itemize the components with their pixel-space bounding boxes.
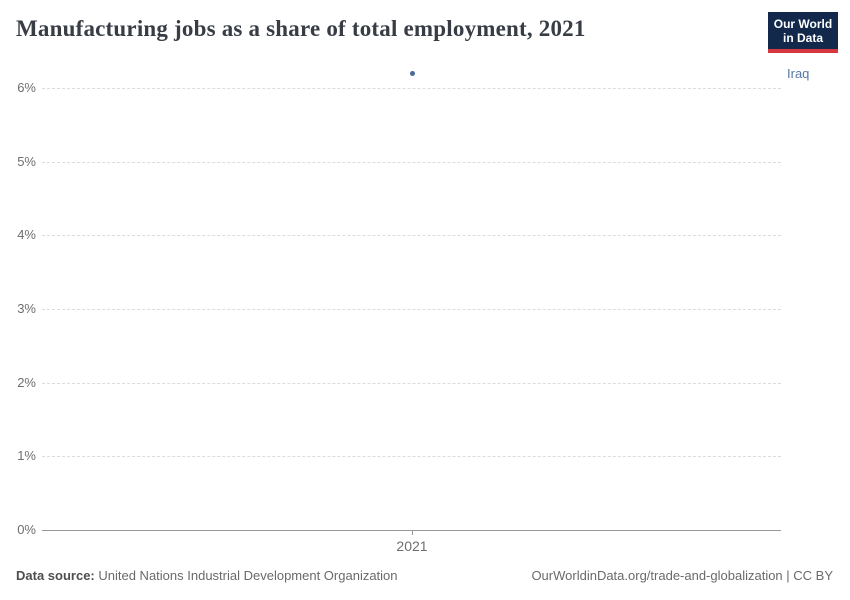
y-tick-label-3: 3%	[17, 300, 36, 316]
entity-label-iraq[interactable]: Iraq	[787, 66, 810, 82]
data-source-note: Data source: United Nations Industrial D…	[16, 568, 398, 583]
data-point-iraq[interactable]	[410, 71, 415, 77]
gridline-5	[42, 161, 781, 163]
gridline-1	[42, 456, 781, 458]
chart-title: Manufacturing jobs as a share of total e…	[16, 16, 586, 41]
data-source-label: Data source:	[16, 568, 95, 583]
data-source-value: United Nations Industrial Development Or…	[94, 568, 398, 583]
y-tick-label-6: 6%	[17, 79, 36, 95]
y-tick-label-4: 4%	[17, 227, 36, 243]
x-axis-line	[42, 530, 781, 531]
y-tick-label-5: 5%	[17, 153, 36, 169]
gridline-2	[42, 382, 781, 384]
owid-logo-line2: in Data	[782, 30, 823, 45]
gridline-6	[42, 87, 781, 89]
y-tick-label-2: 2%	[17, 374, 36, 390]
owid-logo-line1: Our World	[773, 16, 833, 31]
chart-footer: Data source: United Nations Industrial D…	[16, 568, 833, 583]
x-tick-label: 2021	[396, 538, 428, 554]
gridline-3	[42, 308, 781, 310]
owid-logo[interactable]: Our World in Data	[768, 12, 838, 53]
owid-url-license[interactable]: OurWorldinData.org/trade-and-globalizati…	[531, 568, 833, 583]
y-tick-label-1: 1%	[17, 448, 36, 464]
gridline-4	[42, 235, 781, 237]
y-tick-label-0: 0%	[17, 522, 36, 537]
x-tick-mark	[412, 530, 413, 535]
